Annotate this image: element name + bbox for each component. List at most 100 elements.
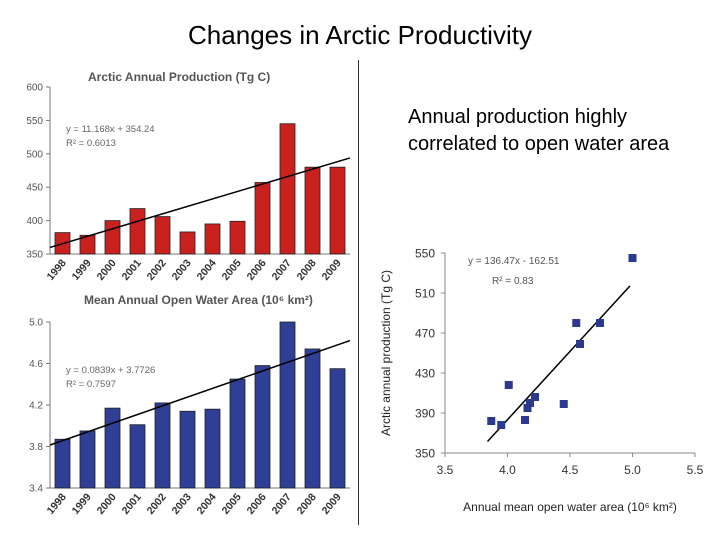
trend-line (49, 339, 351, 446)
x-tick-label: 2005 (220, 257, 244, 283)
bar-2009 (329, 368, 346, 489)
scatter-point (572, 319, 581, 327)
x-tick-label: 2007 (270, 491, 294, 517)
scatter-point (628, 254, 637, 262)
bar-2007 (279, 123, 296, 255)
y-tick-label: 470 (415, 327, 435, 341)
x-tick-label: 3.5 (437, 463, 454, 477)
y-tick-label: 350 (415, 447, 435, 461)
y-tick-label: 390 (415, 407, 435, 421)
bar-2003 (179, 410, 196, 489)
x-tick-label: 2008 (295, 491, 319, 517)
bar-2001 (129, 208, 146, 255)
y-tick-label: 3.8 (29, 442, 43, 453)
chart-title: Arctic Annual Production (Tg C) (88, 70, 270, 84)
x-tick-label: 2000 (95, 257, 119, 283)
scatter-point (504, 381, 513, 389)
y-axis-label: Arctic annual production (Tg C) (379, 270, 393, 436)
x-tick-label: 2003 (170, 491, 194, 517)
side-note: Annual production highly correlated to o… (408, 106, 670, 155)
production-bar-chart: Arctic Annual Production (Tg C) y = 11.16… (26, 70, 351, 283)
x-tick-label: 2007 (270, 257, 294, 283)
bar-2004 (204, 223, 221, 255)
y-tick-label: 550 (415, 247, 435, 261)
x-tick-label: 2001 (120, 491, 144, 517)
bar-2007 (279, 321, 296, 489)
production-vs-water-scatter: 350 390 430 470 510 550 3.5 4.0 4.5 5.0 5.5 Annual … (379, 247, 704, 515)
scatter-point (576, 340, 584, 348)
bar-1999 (79, 234, 96, 255)
x-axis-label: Annual mean open water area (10⁶ km²) (463, 500, 677, 514)
x-tick-label: 2001 (120, 257, 144, 283)
y-tick-label: 350 (26, 250, 43, 261)
y-tick-label: 400 (26, 216, 43, 227)
scatter-point (487, 417, 496, 425)
bar-2006 (254, 365, 271, 489)
y-tick-label: 500 (26, 149, 43, 160)
x-tick-label: 4.0 (499, 463, 516, 477)
x-tick-label: 2004 (195, 491, 219, 517)
y-tick-label: 450 (26, 183, 43, 194)
bar-2009 (329, 166, 346, 255)
x-tick-label: 5.5 (687, 463, 704, 477)
y-tick-label: 4.6 (29, 359, 43, 370)
y-tick-label: 3.4 (29, 484, 43, 495)
scatter-point (521, 416, 529, 424)
scatter-point (497, 421, 506, 429)
x-tick-label: 2006 (245, 491, 269, 517)
bar-2008 (304, 348, 321, 489)
x-tick-label: 1999 (70, 257, 94, 283)
trend-line (486, 285, 631, 442)
scatter-point (531, 393, 539, 401)
x-tick-label: 2002 (145, 491, 169, 517)
x-tick-label: 2004 (195, 257, 219, 283)
open-water-bar-chart: Mean Annual Open Water Area (10⁶ km²) y =… (29, 293, 351, 517)
x-tick-label: 2005 (220, 491, 244, 517)
bar-2000 (104, 220, 121, 255)
r-squared: R² = 0.7597 (66, 379, 116, 390)
r-squared: R² = 0.6013 (66, 138, 116, 149)
bar-1998 (54, 438, 71, 489)
x-tick-label: 5.0 (624, 463, 641, 477)
trend-equation: y = 0.0839x + 3.7726 (66, 365, 155, 376)
x-tick-label: 2003 (170, 257, 194, 283)
bar-2000 (104, 407, 121, 489)
x-tick-label: 1998 (45, 491, 69, 517)
y-tick-label: 5.0 (29, 318, 43, 329)
x-tick-label: 2006 (245, 257, 269, 283)
y-tick-label: 600 (26, 83, 43, 94)
scatter-point (559, 400, 568, 408)
scatter-point (523, 404, 532, 412)
scatter-point (596, 319, 604, 327)
y-tick-label: 550 (26, 116, 43, 127)
x-tick-label: 4.5 (562, 463, 579, 477)
chart-title: Mean Annual Open Water Area (10⁶ km²) (84, 293, 313, 307)
x-tick-label: 2009 (320, 491, 344, 517)
trend-equation: y = 11.168x + 354.24 (66, 124, 155, 135)
x-tick-label: 2009 (320, 257, 344, 283)
bar-2003 (179, 231, 196, 255)
bar-2001 (129, 424, 146, 489)
trend-line (49, 157, 351, 249)
bar-2002 (154, 216, 171, 255)
bar-2006 (254, 182, 271, 255)
vertical-divider (358, 60, 359, 525)
y-tick-label: 430 (415, 367, 435, 381)
bar-2008 (304, 166, 321, 255)
y-tick-label: 510 (415, 287, 435, 301)
slide-title: Changes in Arctic Productivity (188, 20, 532, 50)
r-squared: R² = 0.83 (492, 276, 534, 287)
x-tick-label: 2000 (95, 491, 119, 517)
bar-2005 (229, 220, 246, 255)
bar-1999 (79, 430, 96, 489)
x-tick-label: 1998 (45, 257, 69, 283)
bar-2005 (229, 378, 246, 489)
x-tick-label: 1999 (70, 491, 94, 517)
y-tick-label: 4.2 (29, 401, 43, 412)
bar-2004 (204, 408, 221, 489)
x-tick-label: 2008 (295, 257, 319, 283)
scatter-point (526, 399, 534, 407)
bar-2002 (154, 402, 171, 489)
trend-equation: y = 136.47x - 162.51 (468, 256, 560, 267)
x-tick-label: 2002 (145, 257, 169, 283)
